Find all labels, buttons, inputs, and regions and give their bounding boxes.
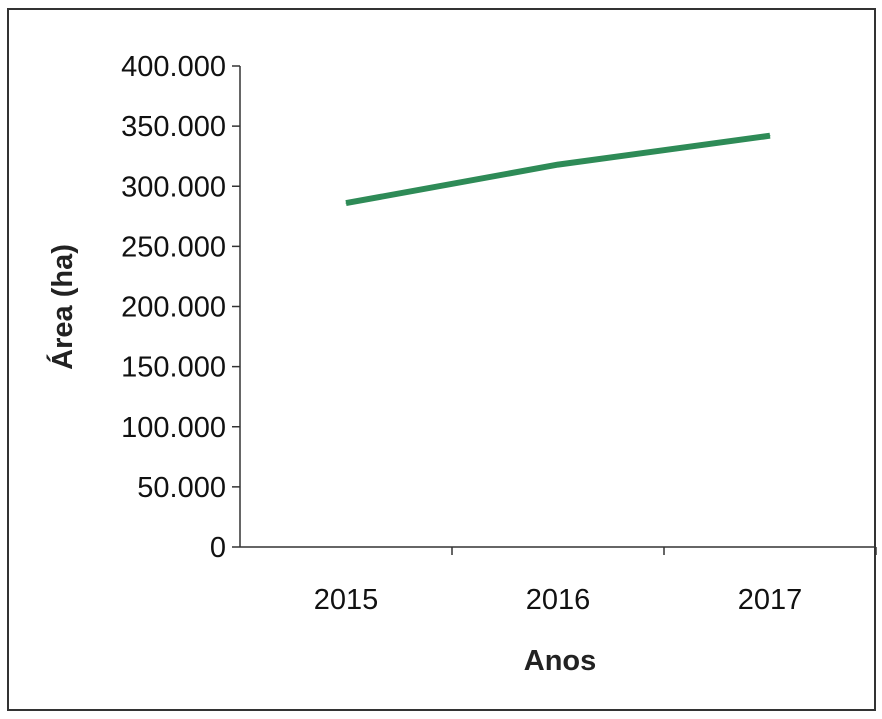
x-tick-label: 2015 <box>314 584 379 616</box>
x-axis-title: Anos <box>524 645 597 677</box>
y-tick-label: 300.000 <box>121 171 226 203</box>
y-axis: 0 50.000 100.000 150.000 200.000 250.000 300.0… <box>121 51 241 564</box>
y-tick-label: 250.000 <box>121 231 226 263</box>
y-tick-label: 200.000 <box>121 292 226 324</box>
y-tick-label: 400.000 <box>121 51 226 83</box>
x-tick-label: 2016 <box>526 584 591 616</box>
y-tick-label: 50.000 <box>137 472 226 504</box>
y-tick-label: 350.000 <box>121 111 226 143</box>
data-point <box>769 135 771 137</box>
y-axis-title: Área (ha) <box>45 244 79 370</box>
x-axis: 2015 2016 2017 <box>240 546 877 616</box>
data-point <box>557 164 559 166</box>
y-tick-label: 100.000 <box>121 412 226 444</box>
series-layer <box>345 132 771 207</box>
x-tick-label: 2017 <box>738 584 803 616</box>
y-tick-label: 0 <box>210 532 226 564</box>
data-point <box>345 202 347 204</box>
chart-frame <box>7 8 876 711</box>
y-tick-label: 150.000 <box>121 352 226 384</box>
series-line <box>345 132 771 207</box>
